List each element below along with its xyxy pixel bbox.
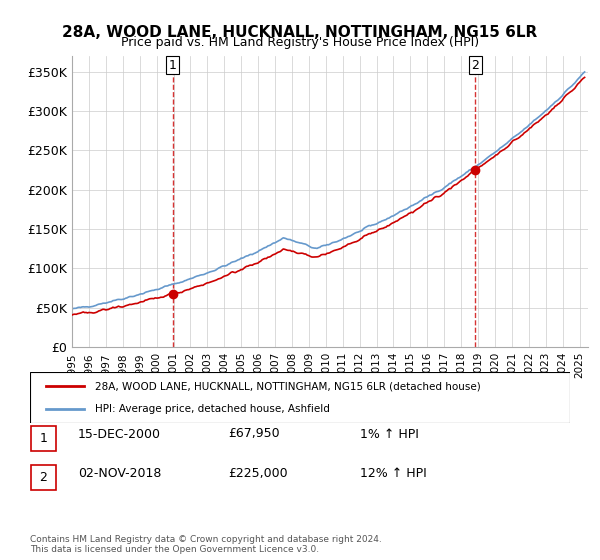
Text: 28A, WOOD LANE, HUCKNALL, NOTTINGHAM, NG15 6LR: 28A, WOOD LANE, HUCKNALL, NOTTINGHAM, NG…: [62, 25, 538, 40]
FancyBboxPatch shape: [30, 372, 570, 423]
Text: 12% ↑ HPI: 12% ↑ HPI: [360, 466, 427, 480]
Text: 1% ↑ HPI: 1% ↑ HPI: [360, 427, 419, 441]
Text: £225,000: £225,000: [228, 466, 287, 480]
Text: 2: 2: [40, 471, 47, 484]
Text: 1: 1: [40, 432, 47, 445]
Text: 02-NOV-2018: 02-NOV-2018: [78, 466, 161, 480]
Text: 1: 1: [169, 59, 177, 72]
Text: HPI: Average price, detached house, Ashfield: HPI: Average price, detached house, Ashf…: [95, 404, 329, 414]
Text: 15-DEC-2000: 15-DEC-2000: [78, 427, 161, 441]
Text: 28A, WOOD LANE, HUCKNALL, NOTTINGHAM, NG15 6LR (detached house): 28A, WOOD LANE, HUCKNALL, NOTTINGHAM, NG…: [95, 381, 481, 391]
Text: Price paid vs. HM Land Registry's House Price Index (HPI): Price paid vs. HM Land Registry's House …: [121, 36, 479, 49]
Text: Contains HM Land Registry data © Crown copyright and database right 2024.
This d: Contains HM Land Registry data © Crown c…: [30, 535, 382, 554]
Text: 2: 2: [472, 59, 479, 72]
FancyBboxPatch shape: [31, 426, 56, 451]
FancyBboxPatch shape: [31, 465, 56, 490]
Text: £67,950: £67,950: [228, 427, 280, 441]
